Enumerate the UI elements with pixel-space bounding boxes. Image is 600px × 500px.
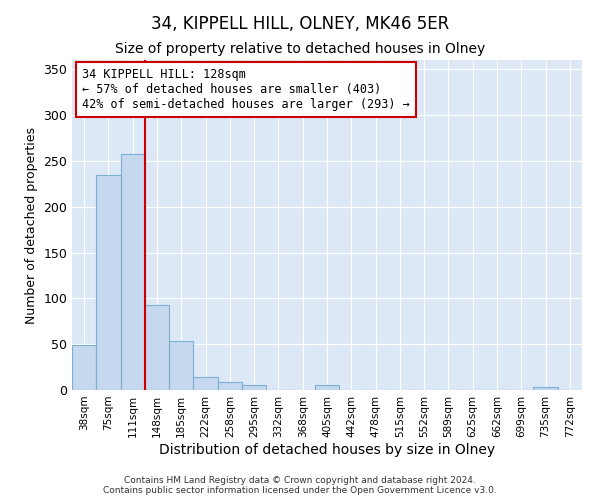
Y-axis label: Number of detached properties: Number of detached properties bbox=[25, 126, 38, 324]
Text: 34 KIPPELL HILL: 128sqm
← 57% of detached houses are smaller (403)
42% of semi-d: 34 KIPPELL HILL: 128sqm ← 57% of detache… bbox=[82, 68, 410, 112]
Bar bbox=[193, 377, 218, 390]
Text: 34, KIPPELL HILL, OLNEY, MK46 5ER: 34, KIPPELL HILL, OLNEY, MK46 5ER bbox=[151, 15, 449, 33]
Bar bbox=[145, 304, 169, 390]
Bar bbox=[242, 386, 266, 390]
Text: Contains HM Land Registry data © Crown copyright and database right 2024.
Contai: Contains HM Land Registry data © Crown c… bbox=[103, 476, 497, 495]
X-axis label: Distribution of detached houses by size in Olney: Distribution of detached houses by size … bbox=[159, 442, 495, 456]
Text: Size of property relative to detached houses in Olney: Size of property relative to detached ho… bbox=[115, 42, 485, 56]
Bar bbox=[169, 340, 193, 390]
Bar bbox=[121, 154, 145, 390]
Bar bbox=[218, 382, 242, 390]
Bar bbox=[533, 387, 558, 390]
Bar bbox=[315, 386, 339, 390]
Bar bbox=[96, 174, 121, 390]
Bar bbox=[72, 345, 96, 390]
